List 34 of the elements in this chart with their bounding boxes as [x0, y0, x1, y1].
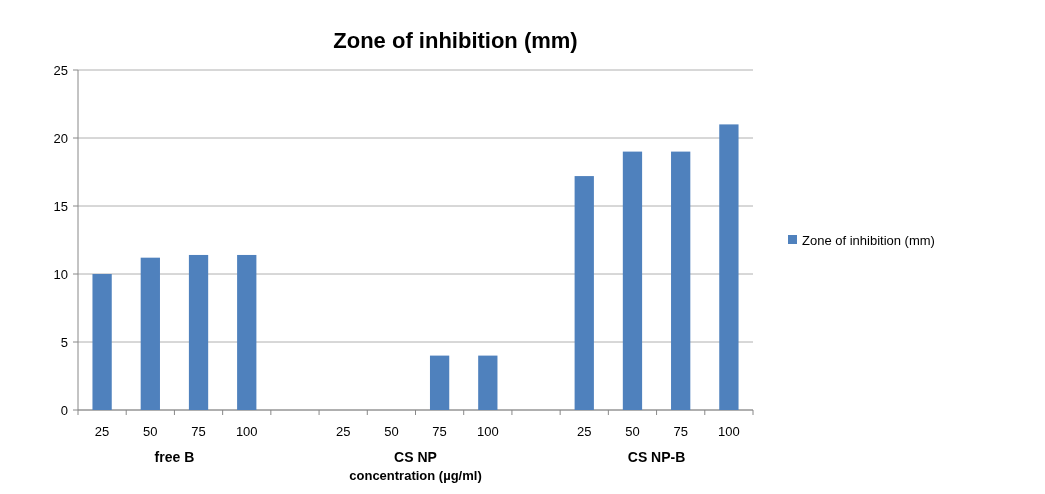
bar	[429, 355, 450, 410]
text: CS NP-B	[627, 449, 686, 465]
y-tick-label: 20	[53, 130, 68, 146]
y-tick-label: 0	[60, 402, 68, 418]
x-tick-label: 75	[673, 424, 688, 439]
y-tick-label: 5	[60, 334, 68, 350]
bar	[478, 355, 498, 410]
chart-title: Zone of inhibition (mm)	[333, 28, 578, 53]
text: CS NP	[394, 449, 437, 465]
x-tick-label: 100	[718, 424, 740, 439]
x-tick-label: 50	[384, 424, 399, 439]
x-tick-label: 100	[476, 424, 499, 439]
x-tick-label: 75	[432, 424, 447, 439]
y-tick-label: 10	[53, 266, 68, 282]
x-axis-title: concentration (µg/ml)	[349, 468, 482, 483]
bar	[622, 151, 643, 410]
bar	[140, 257, 160, 410]
bar	[719, 124, 739, 410]
x-tick-label: 100	[235, 424, 258, 439]
bar	[237, 254, 257, 410]
x-tick-label: 50	[625, 424, 640, 439]
bar	[574, 176, 594, 410]
bar	[92, 274, 112, 410]
x-tick-label: 25	[577, 424, 592, 439]
x-tick-label: 75	[191, 424, 206, 439]
x-tick-label: 25	[94, 424, 110, 439]
x-tick-label: 50	[143, 424, 158, 439]
x-tick-label: 25	[335, 424, 351, 439]
bar	[671, 151, 691, 410]
legend-label: Zone of inhibition (mm)	[802, 232, 935, 248]
text: free B	[154, 449, 195, 465]
bar	[188, 254, 209, 410]
y-tick-label: 25	[53, 62, 68, 78]
y-tick-label: 15	[53, 198, 68, 214]
